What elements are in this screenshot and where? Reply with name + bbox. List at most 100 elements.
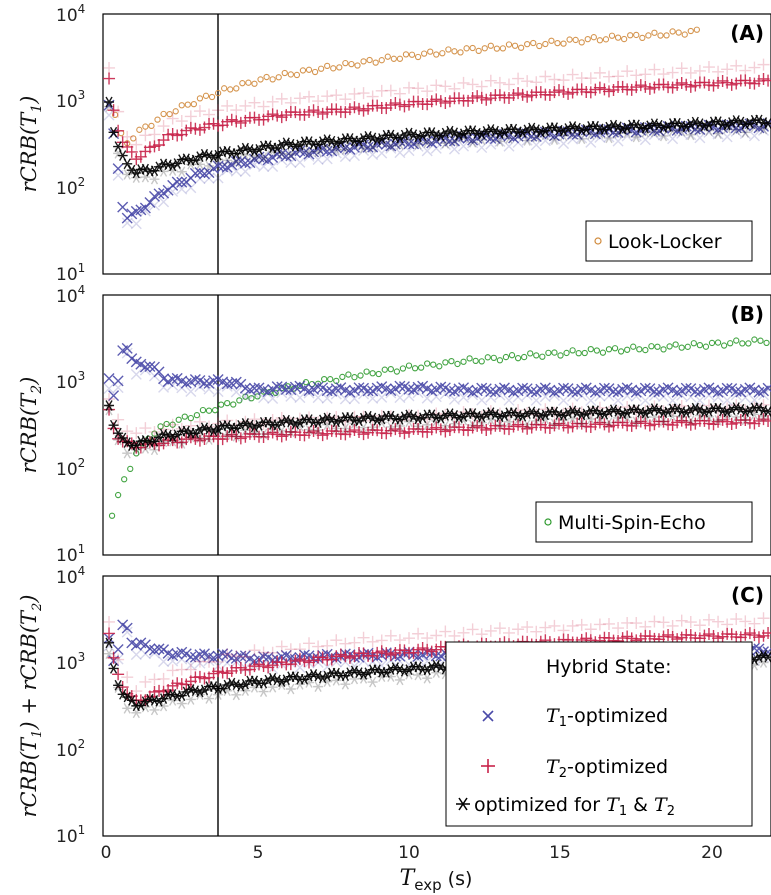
- legend-c-t2-label: T2-optimized: [546, 756, 668, 781]
- mark-hybrid-state-optimized-for-t1-t2: [117, 432, 128, 444]
- mark-look-locker: [663, 32, 670, 39]
- mark-look-locker: [251, 80, 258, 87]
- mark-look-locker: [560, 40, 567, 47]
- mark-faint-hybrid-state-t1-optimized: [267, 393, 279, 405]
- mark-multi-spin-echo: [460, 358, 467, 365]
- mark-faint-hybrid-state-t1-optimized: [612, 395, 624, 407]
- mark-faint-hybrid-state-t2-optimized: [602, 70, 615, 83]
- mark-look-locker: [481, 45, 488, 52]
- mark-faint-optimized-for-t1-t2: [367, 676, 378, 688]
- mark-faint-t2-optimized: [593, 618, 606, 631]
- mark-faint-hybrid-state-optimized-for-t1-t2: [549, 418, 560, 430]
- mark-look-locker: [269, 76, 276, 83]
- mark-faint-hybrid-state-t2-optimized: [539, 70, 552, 83]
- mark-multi-spin-echo: [211, 407, 219, 414]
- mark-multi-spin-echo: [539, 353, 546, 360]
- mark-faint-hybrid-state-t2-optimized: [702, 61, 715, 74]
- mark-look-locker: [239, 80, 246, 87]
- legend-b-label: Multi-Spin-Echo: [558, 512, 706, 534]
- ytick-b-1: 101: [56, 542, 85, 566]
- mark-faint-hybrid-state-t2-optimized: [293, 92, 306, 105]
- mark-faint-hybrid-state-t2-optimized: [330, 89, 343, 102]
- mark-faint-hybrid-state-t1-optimized: [694, 132, 706, 144]
- mark-look-locker: [257, 76, 264, 83]
- mark-look-locker: [390, 55, 397, 62]
- mark-hybrid-state-t1-optimized: [139, 361, 151, 373]
- mark-faint-hybrid-state-t1-optimized: [639, 395, 651, 406]
- mark-hybrid-state-t1-optimized: [248, 382, 260, 394]
- mark-hybrid-state-optimized-for-t1-t2: [108, 126, 119, 138]
- mark-faint-hybrid-state-t1-optimized: [158, 196, 170, 208]
- panel-b-label: (B): [730, 302, 764, 326]
- mark-multi-spin-echo: [527, 350, 534, 357]
- mark-faint-t2-optimized: [203, 655, 216, 668]
- mark-faint-hybrid-state-t2-optimized: [584, 72, 597, 85]
- mark-multi-spin-echo: [199, 406, 207, 414]
- mark-faint-hybrid-state-t2-optimized: [612, 70, 625, 83]
- mark-look-locker: [627, 32, 634, 39]
- mark-faint-hybrid-state-t1-optimized: [312, 392, 324, 404]
- mark-multi-spin-echo: [193, 411, 201, 419]
- mark-faint-hybrid-state-t1-optimized: [103, 109, 115, 121]
- mark-multi-spin-echo: [345, 371, 352, 378]
- mark-multi-spin-echo: [187, 414, 194, 422]
- mark-multi-spin-echo: [751, 336, 758, 343]
- mark-faint-hybrid-state-t2-optimized: [466, 78, 479, 91]
- mark-faint-hybrid-state-t1-optimized: [258, 392, 270, 404]
- mark-faint-hybrid-state-t1-optimized: [212, 386, 224, 398]
- mark-faint-t2-optimized: [757, 612, 770, 625]
- mark-multi-spin-echo: [478, 358, 485, 365]
- mark-faint-t2-optimized: [139, 675, 152, 688]
- mark-hybrid-state-t1-optimized: [330, 383, 342, 395]
- mark-faint-hybrid-state-t2-optimized: [275, 92, 288, 105]
- mark-look-locker: [317, 65, 325, 72]
- mark-faint-hybrid-state-t1-optimized: [294, 392, 306, 404]
- mark-faint-hybrid-state-t1-optimized: [421, 145, 433, 157]
- mark-faint-hybrid-state-t2-optimized: [184, 419, 197, 432]
- mark-multi-spin-echo: [417, 364, 425, 371]
- mark-hybrid-state-t1-optimized: [167, 373, 179, 385]
- mark-faint-hybrid-state-t2-optimized: [412, 82, 425, 95]
- mark-faint-hybrid-state-optimized-for-t1-t2: [658, 415, 669, 427]
- mark-faint-hybrid-state-t2-optimized: [112, 413, 125, 426]
- mark-multi-spin-echo: [157, 423, 164, 430]
- mark-faint-t1-optimized: [130, 649, 142, 661]
- mark-look-locker: [245, 79, 252, 86]
- mark-faint-hybrid-state-t2-optimized: [757, 398, 770, 411]
- mark-faint-hybrid-state-t2-optimized: [130, 138, 143, 151]
- mark-faint-optimized-for-t1-t2: [185, 694, 196, 705]
- mark-t2-optimized: [103, 627, 116, 640]
- xtick-5: 5: [253, 843, 264, 863]
- mark-multi-spin-echo: [387, 366, 394, 373]
- mark-hybrid-state-t1-optimized: [762, 382, 771, 394]
- mark-multi-spin-echo: [611, 345, 619, 352]
- mark-multi-spin-echo: [484, 354, 491, 361]
- legend-c-box: [445, 641, 753, 827]
- mark-hybrid-state-optimized-for-t1-t2: [113, 427, 124, 439]
- mark-look-locker: [578, 39, 585, 46]
- mark-faint-hybrid-state-t2-optimized: [502, 78, 515, 91]
- panel-a-yticks: 104 103 102 101: [56, 2, 85, 285]
- mark-look-locker: [457, 49, 464, 56]
- mark-faint-t2-optimized: [366, 635, 379, 648]
- mark-faint-hybrid-state-t1-optimized: [712, 391, 724, 403]
- mark-faint-t2-optimized: [257, 646, 270, 659]
- mark-faint-t2-optimized: [412, 627, 425, 640]
- legend-c-t1-marker: [482, 710, 494, 722]
- mark-faint-hybrid-state-optimized-for-t1-t2: [467, 136, 478, 148]
- mark-faint-t2-optimized: [457, 626, 470, 639]
- mark-multi-spin-echo: [108, 512, 116, 519]
- mark-faint-t2-optimized: [439, 625, 452, 638]
- mark-faint-hybrid-state-t2-optimized: [675, 399, 688, 412]
- ytick-b-4: 104: [56, 283, 85, 307]
- mark-multi-spin-echo: [375, 370, 382, 378]
- mark-faint-t2-optimized: [303, 637, 316, 650]
- mark-multi-spin-echo: [714, 339, 722, 346]
- mark-multi-spin-echo: [217, 401, 225, 408]
- mark-hybrid-state-t1-optimized: [126, 353, 138, 365]
- mark-multi-spin-echo: [454, 360, 461, 368]
- mark-t1-optimized: [180, 648, 192, 660]
- mark-look-locker: [190, 100, 198, 108]
- mark-multi-spin-echo: [127, 465, 134, 473]
